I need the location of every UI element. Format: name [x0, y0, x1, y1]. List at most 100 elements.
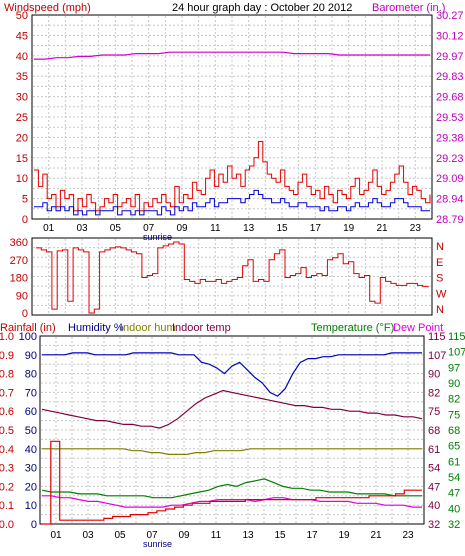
temp-y-tick-label: 32 — [448, 519, 460, 531]
barometer-line — [34, 51, 430, 60]
x-tick-label-top: 03 — [76, 223, 88, 234]
temp-y-tick-label: 68 — [448, 425, 460, 437]
temp-y-tick-label: 115 — [448, 331, 465, 343]
rainfall-axis-title: Rainfall (in) — [0, 322, 56, 334]
temperature-line — [41, 478, 422, 499]
humidity-y-tick-label: 30 — [25, 463, 37, 475]
x-tick-label-top: 23 — [410, 223, 422, 234]
wind-y-tick-label: 5 — [22, 194, 28, 206]
x-tick-label-bottom: 15 — [274, 530, 286, 541]
indoor-temp-line — [41, 389, 423, 429]
dir-y-tick-label: 0 — [22, 308, 28, 320]
wind-y-tick-label: 50 — [16, 10, 28, 22]
baro-y-tick-label: 28.94 — [436, 194, 464, 206]
baro-y-tick-label: 30.12 — [436, 30, 464, 42]
humidity-y-tick-label: 10 — [25, 500, 37, 512]
x-tick-label-top: 15 — [276, 223, 288, 234]
x-tick-label-bottom: 19 — [338, 530, 350, 541]
indoor-temp-y-tick-label: 90 — [428, 369, 440, 381]
humidity-y-tick-label: 50 — [25, 425, 37, 437]
x-tick-label-top: 13 — [243, 223, 255, 234]
x-tick-label-top: 05 — [110, 223, 122, 234]
baro-y-tick-label: 29.83 — [436, 71, 464, 83]
dir-compass-label: S — [436, 273, 443, 285]
x-tick-label-bottom: 01 — [50, 530, 62, 541]
x-tick-label-bottom: 13 — [242, 530, 254, 541]
dewpoint-legend: Dew Point — [393, 322, 443, 334]
wind-y-tick-label: 10 — [16, 173, 28, 185]
wind-y-tick-label: 25 — [16, 112, 28, 124]
dir-compass-label: E — [436, 257, 443, 269]
indoor-temp-y-tick-label: 75 — [428, 406, 440, 418]
windspeed-axis-title: Windspeed (mph) — [4, 2, 91, 14]
indoor-temp-y-tick-label: 115 — [428, 331, 446, 343]
humidity-y-tick-label: 80 — [25, 369, 37, 381]
rain-y-tick-label: 0.0 — [0, 519, 14, 531]
x-tick-label-top: 21 — [376, 223, 388, 234]
dir-y-tick-label: 270 — [10, 255, 28, 267]
baro-y-tick-label: 29.53 — [436, 112, 464, 124]
wind-average-line — [34, 189, 430, 216]
indoor-temp-y-tick-label: 47 — [428, 481, 440, 493]
x-tick-label-bottom: 09 — [178, 530, 190, 541]
humidity-y-tick-label: 60 — [25, 406, 37, 418]
humidity-y-tick-label: 0 — [31, 519, 37, 531]
baro-y-tick-label: 29.09 — [436, 173, 464, 185]
dir-compass-label: N — [436, 304, 444, 316]
rain-y-tick-label: 0.2 — [0, 481, 14, 493]
wind-direction-line — [36, 241, 429, 314]
baro-y-tick-label: 29.38 — [436, 132, 464, 144]
humidity-y-tick-label: 70 — [25, 387, 37, 399]
rain-y-tick-label: 0.5 — [0, 425, 14, 437]
humidity-line — [42, 352, 422, 397]
x-tick-label-bottom: 23 — [402, 530, 414, 541]
indoor-temp-y-tick-label: 82 — [428, 387, 440, 399]
wind-y-tick-label: 15 — [16, 153, 28, 165]
sunrise-label-top: sunrise — [143, 232, 172, 242]
x-tick-label-bottom: 07 — [146, 530, 158, 541]
rain-y-tick-label: 1.0 — [0, 331, 14, 343]
x-tick-label-top: 09 — [176, 223, 188, 234]
x-tick-label-bottom: 11 — [211, 530, 222, 541]
x-tick-label-bottom: 21 — [370, 530, 382, 541]
rain-y-tick-label: 0.3 — [0, 463, 14, 475]
barometer-axis-title: Barometer (in.) — [372, 2, 445, 14]
wind-y-tick-label: 0 — [22, 214, 28, 226]
temp-y-tick-label: 107 — [448, 347, 465, 359]
indoor-temp-y-tick-label: 61 — [428, 444, 440, 456]
temperature-legend: Temperature (°F) — [311, 322, 394, 334]
baro-y-tick-label: 29.68 — [436, 92, 464, 104]
wind-y-tick-label: 45 — [16, 30, 28, 42]
indoor-temp-legend: Indoor temp — [172, 322, 231, 334]
wind-y-tick-label: 30 — [16, 92, 28, 104]
x-tick-label-bottom: 03 — [82, 530, 94, 541]
indoor-temp-y-tick-label: 32 — [428, 519, 440, 531]
rainfall-line — [42, 440, 422, 525]
wind-y-tick-label: 35 — [16, 71, 28, 83]
humidity-legend: Humidity % — [68, 322, 124, 334]
temp-y-tick-label: 61 — [448, 456, 460, 468]
rain-y-tick-label: 0.4 — [0, 444, 14, 456]
wind-y-tick-label: 20 — [16, 132, 28, 144]
x-tick-label-top: 01 — [43, 223, 55, 234]
humidity-y-tick-label: 40 — [25, 444, 37, 456]
temp-y-tick-label: 47 — [448, 488, 460, 500]
indoor-temp-y-tick-label: 40 — [428, 500, 440, 512]
x-tick-label-top: 11 — [210, 223, 221, 234]
baro-y-tick-label: 29.23 — [436, 153, 464, 165]
rain-y-tick-label: 0.8 — [0, 369, 14, 381]
rain-y-tick-label: 0.6 — [0, 406, 14, 418]
temp-y-tick-label: 82 — [448, 394, 460, 406]
indoor-temp-y-tick-label: 54 — [428, 463, 440, 475]
rain-y-tick-label: 0.9 — [0, 350, 14, 362]
indoor-temp-y-tick-label: 107 — [428, 350, 446, 362]
dir-y-tick-label: 180 — [10, 273, 28, 285]
wind-gust-line — [34, 141, 431, 212]
x-tick-label-top: 07 — [143, 223, 155, 234]
x-tick-label-top: 17 — [310, 223, 322, 234]
temp-y-tick-label: 54 — [448, 472, 460, 484]
temp-y-tick-label: 97 — [448, 362, 460, 374]
rain-y-tick-label: 0.7 — [0, 387, 14, 399]
wind-y-tick-label: 40 — [16, 51, 28, 63]
